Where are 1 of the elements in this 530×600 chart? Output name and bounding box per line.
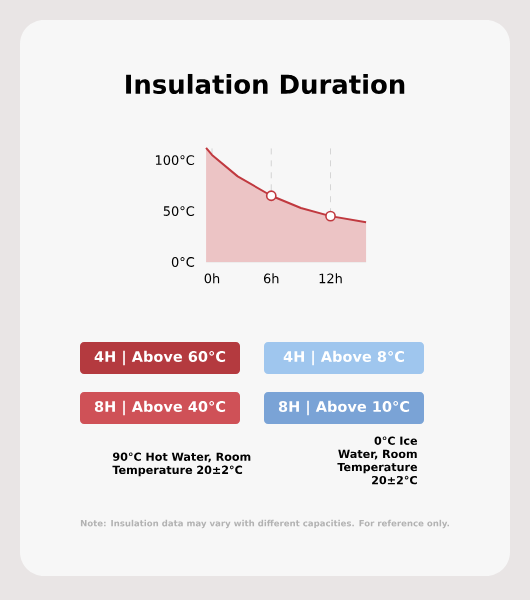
chart-title: Insulation Duration (126, 73, 405, 95)
